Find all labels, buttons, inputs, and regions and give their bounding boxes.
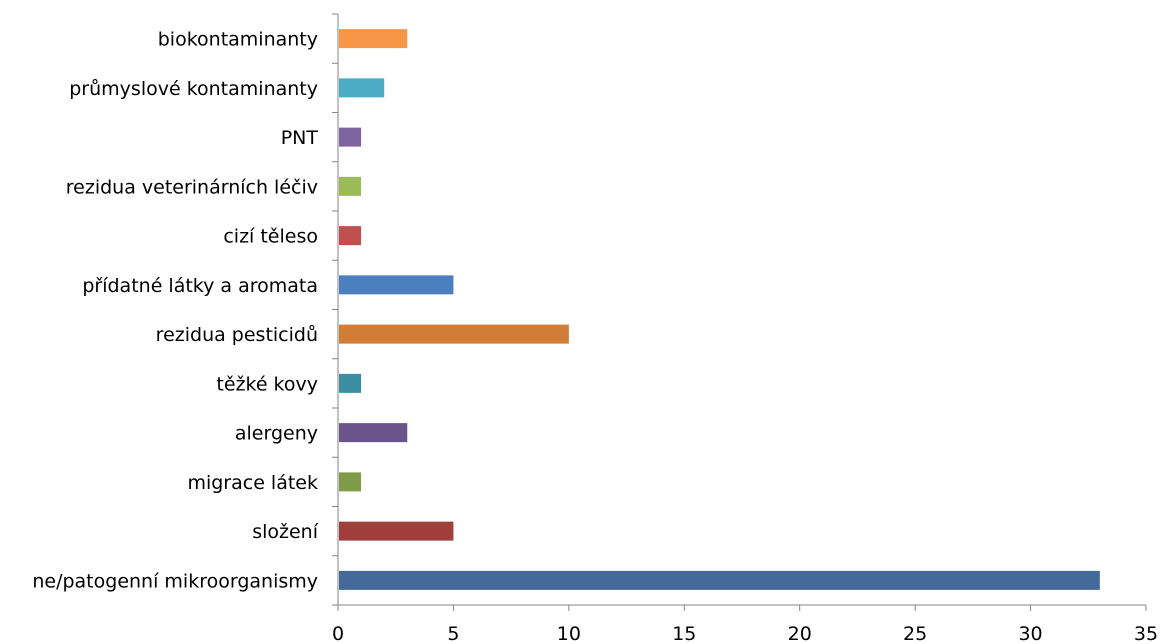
bar xyxy=(339,29,408,49)
x-tick-label: 20 xyxy=(788,623,812,644)
category-label: biokontaminanty xyxy=(158,29,318,51)
category-label: přídatné látky a aromata xyxy=(82,275,318,297)
bar xyxy=(339,226,362,246)
x-axis-ticks: 0 5 10 15 20 25 30 35 xyxy=(332,13,1158,644)
x-tick-label: 10 xyxy=(557,623,581,644)
category-label: rezidua veterinárních léčiv xyxy=(66,176,318,198)
category-label: složení xyxy=(252,521,319,543)
x-tick-label: 15 xyxy=(672,623,696,644)
bar xyxy=(339,176,362,196)
x-tick-label: 25 xyxy=(903,623,927,644)
category-label: ne/patogenní mikroorganismy xyxy=(32,570,318,592)
category-label: těžké kovy xyxy=(216,373,318,395)
category-label: cizí těleso xyxy=(223,226,318,248)
x-tick-label: 35 xyxy=(1134,623,1158,644)
bar xyxy=(339,472,362,492)
bar xyxy=(339,78,385,98)
category-label: alergeny xyxy=(235,423,318,445)
category-label: průmyslové kontaminanty xyxy=(69,78,318,100)
x-tick-label: 0 xyxy=(332,623,344,644)
bar xyxy=(339,373,362,393)
category-labels: ne/patogenní mikroorganismy složení migrac… xyxy=(32,29,318,593)
bar xyxy=(339,521,454,541)
category-label: PNT xyxy=(281,127,319,149)
bar xyxy=(339,324,569,344)
category-label: rezidua pesticidů xyxy=(156,324,318,346)
x-tick-label: 5 xyxy=(447,623,459,644)
bar xyxy=(339,423,408,443)
bar xyxy=(339,275,454,295)
bars-group xyxy=(339,29,1100,590)
x-tick-label: 30 xyxy=(1018,623,1042,644)
bar xyxy=(339,127,362,147)
bar xyxy=(339,570,1100,590)
category-label: migrace látek xyxy=(187,472,318,494)
